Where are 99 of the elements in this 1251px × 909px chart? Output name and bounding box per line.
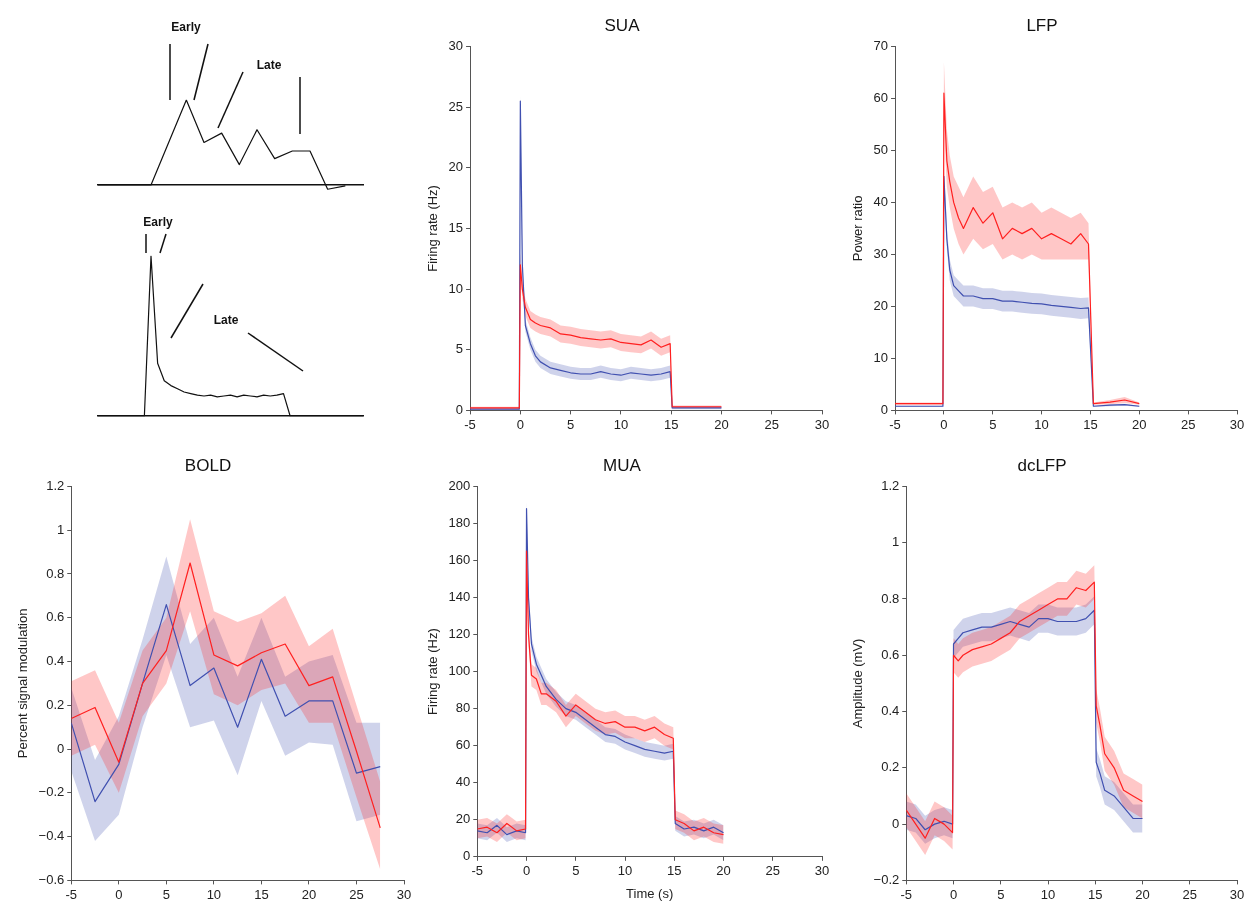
y-tick-label: 1.2 [46, 477, 65, 493]
x-tick-label: 5 [162, 886, 170, 902]
y-tick-label: 0.4 [46, 653, 65, 669]
y-tick-label: 80 [455, 700, 471, 716]
y-tick-label: −0.4 [38, 828, 65, 844]
y-tick-label: 60 [455, 737, 471, 753]
y-tick-label: 1 [57, 521, 65, 537]
chart-title: dcLFP [1017, 455, 1067, 475]
y-tick-label: 0.8 [46, 565, 65, 581]
x-tick-label: 25 [1182, 886, 1197, 902]
x-tick-label: 30 [814, 863, 830, 879]
x-tick-label: 10 [613, 416, 629, 432]
x-tick-label: 5 [567, 416, 575, 432]
x-tick-label: 10 [206, 886, 222, 902]
x-tick-label: -5 [65, 886, 78, 902]
y-tick-label: 0 [892, 815, 900, 831]
y-tick-label: 0.8 [881, 590, 900, 606]
chart-title: LFP [1026, 15, 1058, 35]
x-tick-label: 30 [814, 416, 830, 432]
text: Late [256, 58, 282, 73]
annotation: Late [213, 313, 239, 328]
y-tick-label: 0 [455, 401, 464, 417]
y-tick-label: 50 [873, 141, 889, 157]
x-tick-label: 25 [1180, 416, 1196, 432]
x-tick-label: 30 [396, 886, 412, 902]
y-tick-label: 0.4 [881, 703, 900, 719]
x-tick-label: 20 [301, 886, 317, 902]
x-tick-label: -5 [889, 416, 901, 432]
x-tick-label: 20 [1135, 886, 1150, 902]
x-tick-label: 15 [663, 416, 679, 432]
x-tick-label: 15 [254, 886, 269, 902]
y-tick-label: −0.2 [38, 784, 65, 800]
y-tick-label: 0.2 [881, 759, 900, 775]
x-tick-label: 20 [1132, 416, 1147, 432]
x-tick-label: 15 [1083, 416, 1098, 432]
y-tick-label: 120 [448, 626, 471, 642]
y-tick-label: 200 [448, 477, 471, 493]
y-axis-title: Firing rate (Hz) [425, 185, 441, 272]
x-tick-label: 5 [989, 416, 997, 432]
x-tick-label: 0 [949, 886, 958, 902]
y-tick-label: 30 [873, 245, 889, 261]
chart-title: MUA [603, 455, 642, 475]
y-tick-label: 160 [448, 552, 471, 568]
y-tick-label: 0.6 [881, 646, 900, 662]
x-tick-label: 0 [516, 416, 524, 432]
y-tick-label: −0.2 [873, 871, 900, 887]
x-tick-label: 10 [1034, 416, 1049, 432]
x-tick-label: -5 [900, 886, 913, 902]
text: Early [143, 215, 173, 230]
y-tick-label: 1 [892, 534, 900, 550]
text: Early [171, 20, 201, 35]
chart-title: SUA [604, 15, 641, 35]
x-tick-label: 10 [1040, 886, 1056, 902]
y-tick-label: 100 [448, 663, 471, 679]
y-axis-title: Firing rate (Hz) [425, 628, 441, 715]
y-axis-title: Percent signal modulation [15, 608, 31, 759]
x-tick-label: 20 [716, 863, 731, 879]
x-tick-label: 10 [617, 863, 633, 879]
x-tick-label: 5 [572, 863, 580, 879]
y-tick-label: 0 [880, 401, 889, 417]
y-tick-label: 25 [448, 98, 464, 114]
x-axis-title: Time (s) [626, 885, 674, 901]
x-tick-label: 30 [1229, 416, 1245, 432]
y-tick-label: −0.6 [38, 871, 65, 887]
x-tick-label: 5 [997, 886, 1005, 902]
y-tick-label: 20 [448, 159, 464, 175]
y-tick-label: 60 [873, 89, 889, 105]
y-tick-label: 10 [873, 349, 889, 365]
chart-title: BOLD [184, 455, 232, 475]
y-tick-label: 30 [448, 37, 464, 53]
y-tick-label: 20 [455, 811, 471, 827]
y-tick-label: 10 [448, 280, 464, 296]
x-tick-label: 30 [1229, 886, 1245, 902]
x-tick-label: 25 [349, 886, 364, 902]
x-tick-label: 0 [115, 886, 123, 902]
y-tick-label: 15 [448, 219, 464, 235]
x-tick-label: 15 [1088, 886, 1103, 902]
y-tick-label: 0 [57, 740, 65, 756]
y-tick-label: 180 [448, 515, 471, 531]
y-axis-title: Amplitude (mV) [850, 638, 866, 729]
y-tick-label: 1.2 [881, 477, 900, 493]
y-tick-label: 40 [873, 193, 889, 209]
y-tick-label: 140 [448, 589, 471, 605]
y-tick-label: 20 [873, 297, 889, 313]
y-tick-label: 70 [873, 37, 889, 53]
x-tick-label: 0 [940, 416, 948, 432]
y-tick-label: 0 [463, 848, 471, 864]
y-tick-label: 0.2 [46, 696, 65, 712]
y-tick-label: 40 [455, 774, 471, 790]
x-tick-label: 25 [765, 863, 780, 879]
x-tick-label: 15 [667, 863, 682, 879]
x-tick-label: -5 [471, 863, 484, 879]
y-axis-title: Power ratio [850, 195, 866, 262]
y-tick-label: 0.6 [46, 609, 65, 625]
x-tick-label: 0 [522, 863, 531, 879]
x-tick-label: 25 [764, 416, 779, 432]
x-tick-label: -5 [464, 416, 476, 432]
x-tick-label: 20 [714, 416, 729, 432]
y-tick-label: 5 [455, 341, 464, 357]
